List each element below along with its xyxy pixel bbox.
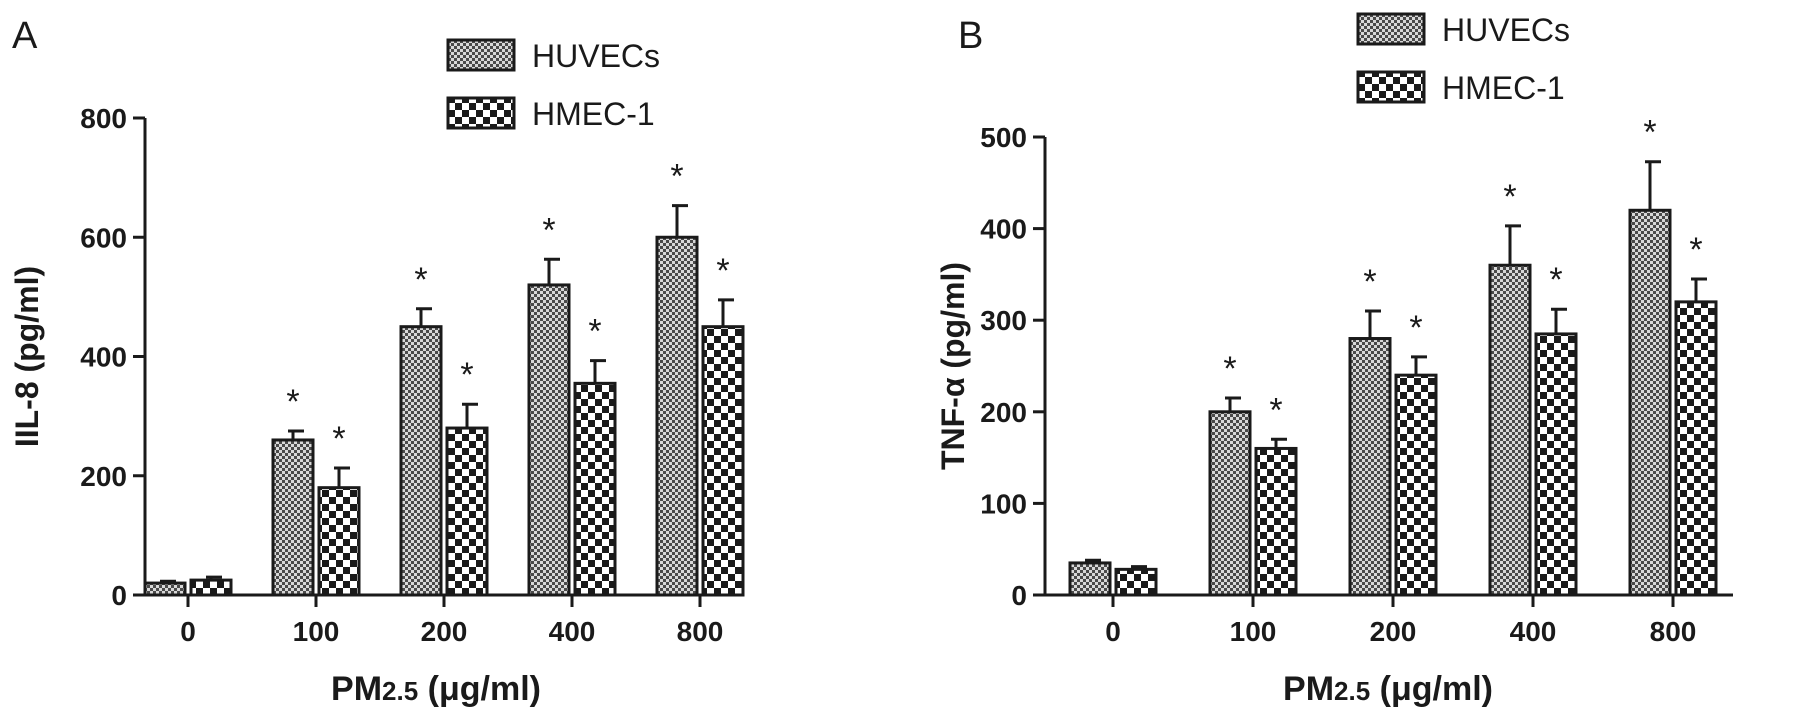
panel-a-bar-hmec-1-400	[573, 381, 617, 597]
panel-b-bar-hmec-1-0	[1114, 567, 1158, 597]
panel-b-errorbar-huvecs-800	[1645, 160, 1661, 211]
panel-b-bar-hmec-1-200	[1394, 373, 1438, 597]
panel-b-bar-huvecs-400	[1488, 263, 1532, 597]
panel-b-x-tick-label: 0	[1105, 616, 1121, 647]
panel-b-significance-marker: *	[1549, 261, 1562, 299]
panel-a-x-tick-label: 0	[180, 616, 196, 647]
panel-b-significance-marker: *	[1643, 114, 1656, 152]
panel-a-significance-marker: *	[414, 261, 427, 299]
panel-b-y-axis-title: TNF-α (pg/ml)	[935, 262, 971, 470]
panel-a-errorbar-hmec-1-800	[718, 298, 734, 327]
panel-b-y-tick-label: 500	[980, 122, 1027, 153]
panel-b-bar-huvecs-800	[1628, 208, 1672, 597]
panel-a-bar-huvecs-100	[271, 438, 315, 597]
panel-a-bar-huvecs-400	[527, 283, 571, 597]
panel-b-errorbar-hmec-1-400	[1551, 307, 1567, 334]
panel-b-errorbar-hmec-1-0	[1131, 565, 1147, 570]
panel-a-y-tick-label: 0	[111, 580, 127, 611]
panel-a-errorbar-huvecs-400	[544, 257, 560, 285]
panel-a-x-tick-label: 100	[293, 616, 340, 647]
panel-b-bar-hmec-1-400	[1534, 332, 1578, 597]
panel-a-y-tick-label: 600	[80, 222, 127, 253]
panel-b-x-tick-label: 400	[1510, 616, 1557, 647]
panel-b-bar-huvecs-200	[1348, 337, 1392, 597]
panel-a-x-tick-label: 200	[421, 616, 468, 647]
panel-a-plot-area: 0 200 400 600 800 IIL-8 (pg/ml) 0 100 * * 200 * * 400…	[9, 103, 745, 708]
panel-a-errorbar-hmec-1-100	[334, 466, 350, 488]
panel-b-bar-hmec-1-100	[1254, 446, 1298, 597]
panel-a-significance-marker: *	[332, 420, 345, 458]
panel-a-bar-hmec-1-0	[189, 578, 233, 597]
panel-a-x-tick-label: 800	[677, 616, 724, 647]
panel-a-significance-marker: *	[542, 211, 555, 249]
panel-a-legend: HUVECs HMEC-1	[446, 38, 660, 132]
panel-a-legend-label-hmec-1: HMEC-1	[532, 96, 655, 132]
panel-a-errorbar-huvecs-0	[160, 579, 176, 584]
panel-b-errorbar-hmec-1-100	[1271, 437, 1287, 449]
panel-b-legend-label-hmec-1: HMEC-1	[1442, 70, 1565, 106]
panel-a-chart: A HUVECs HMEC-1 0 200 400 600 800 IIL-8 (pg/ml…	[9, 15, 745, 708]
panel-b-significance-marker: *	[1223, 350, 1236, 388]
panel-b-legend: HUVECs HMEC-1	[1356, 12, 1570, 106]
panel-b-errorbar-huvecs-400	[1505, 224, 1521, 266]
panel-a-errorbar-hmec-1-0	[206, 575, 222, 581]
panel-b-y-tick-label: 200	[980, 397, 1027, 428]
panel-b-y-tick-label: 400	[980, 214, 1027, 245]
panel-a-errorbar-huvecs-100	[288, 429, 304, 440]
panel-b-legend-swatch-hmec-1	[1356, 70, 1426, 104]
panel-a-bar-hmec-1-800	[701, 325, 745, 597]
panel-a-bar-huvecs-0	[143, 581, 187, 597]
panel-b-errorbar-huvecs-0	[1085, 558, 1101, 563]
panel-a-x-tick-label: 400	[549, 616, 596, 647]
panel-a-letter: A	[12, 15, 38, 57]
panel-b-x-tick-label: 200	[1370, 616, 1417, 647]
panel-a-bar-huvecs-200	[399, 325, 443, 597]
panel-b-errorbar-hmec-1-800	[1691, 277, 1707, 302]
panel-b-x-axis-title: PM2.5 (μg/ml)	[1283, 670, 1493, 708]
panel-b-errorbar-hmec-1-200	[1411, 355, 1427, 376]
panel-b-significance-marker: *	[1409, 309, 1422, 347]
panel-a-significance-marker: *	[716, 252, 729, 290]
panel-b-errorbar-huvecs-100	[1225, 396, 1241, 412]
panel-a-y-tick-label: 400	[80, 342, 127, 373]
panel-a-bar-hmec-1-100	[317, 486, 361, 597]
panel-a-x-axis-title: PM2.5 (μg/ml)	[331, 670, 541, 708]
panel-b-plot-area: 0 100 200 300 400 500 TNF-α (pg/ml) 0 100 * * 200 * *…	[935, 114, 1733, 708]
panel-a-legend-swatch-huvecs	[446, 38, 516, 72]
panel-a-y-tick-label: 200	[80, 461, 127, 492]
panel-a-bar-hmec-1-200	[445, 426, 489, 597]
panel-b-errorbar-huvecs-200	[1365, 309, 1381, 339]
panel-b-significance-marker: *	[1363, 263, 1376, 301]
panel-b-legend-label-huvecs: HUVECs	[1442, 12, 1570, 48]
panel-b-bar-huvecs-100	[1208, 410, 1252, 597]
panel-b-bar-hmec-1-800	[1674, 300, 1718, 597]
panel-a-legend-swatch-hmec-1	[446, 96, 516, 130]
panel-a-legend-label-huvecs: HUVECs	[532, 38, 660, 74]
panel-b-significance-marker: *	[1689, 231, 1702, 269]
panel-a-significance-marker: *	[460, 356, 473, 394]
panel-b-significance-marker: *	[1269, 391, 1282, 429]
panel-b-bar-huvecs-0	[1068, 561, 1112, 597]
panel-a-significance-marker: *	[670, 158, 683, 196]
panel-a-errorbar-hmec-1-200	[462, 402, 478, 429]
panel-a-bar-huvecs-800	[655, 235, 699, 597]
panel-a-significance-marker: *	[588, 313, 601, 351]
panel-a-errorbar-hmec-1-400	[590, 359, 606, 384]
panel-a-errorbar-huvecs-800	[672, 204, 688, 238]
panel-a-significance-marker: *	[286, 383, 299, 421]
panel-a-y-axis-title: IIL-8 (pg/ml)	[9, 266, 45, 447]
panel-a-y-tick-label: 800	[80, 103, 127, 134]
panel-b-y-tick-label: 0	[1011, 580, 1027, 611]
panel-b-y-tick-label: 300	[980, 305, 1027, 336]
panel-b-y-tick-label: 100	[980, 488, 1027, 519]
panel-b-letter: B	[958, 15, 983, 57]
panel-b-significance-marker: *	[1503, 178, 1516, 216]
panel-b-x-tick-label: 800	[1650, 616, 1697, 647]
panel-b-chart: B HUVECs HMEC-1 0 100 200 300 400 500 TNF-α (pg…	[935, 12, 1733, 708]
panel-a-errorbar-huvecs-200	[416, 307, 432, 327]
panel-b-legend-swatch-huvecs	[1356, 12, 1426, 46]
panel-b-x-tick-label: 100	[1230, 616, 1277, 647]
